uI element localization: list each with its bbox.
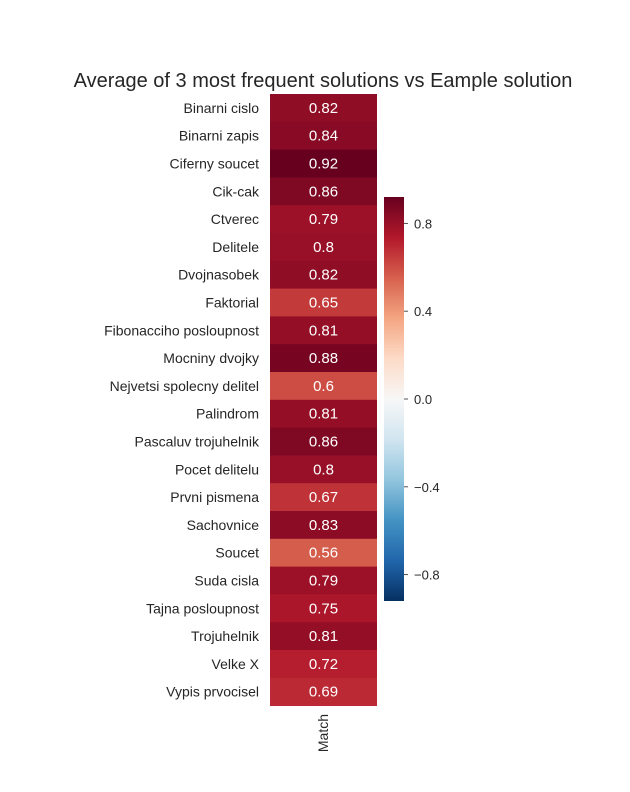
row-label: Delitele	[212, 239, 259, 255]
row-label: Suda cisla	[194, 573, 259, 589]
row-label: Nejvetsi spolecny delitel	[110, 378, 259, 394]
colorbar-tick-label: 0.4	[414, 304, 432, 319]
heatmap-cell	[270, 149, 377, 178]
cell-value-label: 0.81	[309, 406, 338, 423]
chart-title: Average of 3 most frequent solutions vs …	[74, 70, 573, 92]
cell-value-label: 0.81	[309, 628, 338, 645]
heatmap-cell	[270, 260, 377, 289]
cell-value-label: 0.92	[309, 156, 338, 173]
heatmap-cell	[270, 177, 377, 206]
heatmap-cell	[270, 538, 377, 567]
row-label: Trojuhelnik	[191, 628, 260, 644]
heatmap-cell	[270, 372, 377, 401]
colorbar-tick-label: 0.8	[414, 216, 432, 231]
colorbar-tick-label: −0.4	[414, 480, 440, 495]
heatmap-cell	[270, 622, 377, 651]
row-label: Ciferny soucet	[170, 156, 260, 172]
cell-value-label: 0.86	[309, 434, 338, 451]
row-label: Cik-cak	[212, 183, 260, 199]
heatmap-cell	[270, 94, 377, 123]
heatmap-cell	[270, 483, 377, 512]
colorbar-tick-label: −0.8	[414, 568, 440, 583]
cell-value-label: 0.72	[309, 656, 338, 673]
row-labels: Binarni cislo Binarni zapis Ciferny soucet…	[104, 100, 260, 700]
heatmap-cell	[270, 233, 377, 262]
cell-value-label: 0.69	[309, 684, 338, 701]
x-tick-label-match: Match	[315, 714, 331, 752]
row-label: Dvojnasobek	[178, 267, 260, 283]
row-label: Faktorial	[205, 295, 259, 311]
row-label: Pascaluv trojuhelnik	[134, 434, 260, 450]
heatmap-cell	[270, 677, 377, 706]
cell-value-label: 0.75	[309, 600, 338, 617]
row-label: Pocet delitelu	[175, 461, 259, 477]
heatmap-cell	[270, 566, 377, 595]
row-label: Binarni zapis	[179, 128, 259, 144]
cell-value-label: 0.79	[309, 211, 338, 228]
heatmap-cell	[270, 344, 377, 373]
row-label: Vypis prvocisel	[166, 684, 259, 700]
heatmap-cell	[270, 427, 377, 456]
colorbar-ticks: 0.8 0.4 0.0 −0.4 −0.8	[404, 216, 440, 583]
cell-value-label: 0.88	[309, 350, 338, 367]
row-label: Palindrom	[196, 406, 259, 422]
row-label: Soucet	[215, 545, 259, 561]
heatmap-cell	[270, 316, 377, 345]
cell-value-label: 0.81	[309, 322, 338, 339]
heatmap-cell	[270, 650, 377, 679]
cell-value-label: 0.56	[309, 545, 338, 562]
heatmap-cell	[270, 455, 377, 484]
colorbar	[384, 197, 404, 601]
cell-value-label: 0.6	[313, 378, 334, 395]
row-label: Fibonacciho posloupnost	[104, 322, 259, 338]
row-label: Binarni cislo	[184, 100, 260, 116]
cell-value-label: 0.8	[313, 239, 334, 256]
heatmap-cell	[270, 121, 377, 150]
cell-value-label: 0.79	[309, 573, 338, 590]
heatmap-cell	[270, 511, 377, 540]
heatmap-cell	[270, 205, 377, 234]
cell-value-label: 0.84	[309, 128, 338, 145]
row-label: Ctverec	[211, 211, 259, 227]
heatmap-cell	[270, 594, 377, 623]
heatmap-cell	[270, 399, 377, 428]
colorbar-tick-label: 0.0	[414, 392, 432, 407]
row-label: Sachovnice	[187, 517, 260, 533]
cell-value-label: 0.86	[309, 183, 338, 200]
cell-value-label: 0.82	[309, 267, 338, 284]
heatmap-cell	[270, 288, 377, 317]
cell-value-label: 0.83	[309, 517, 338, 534]
row-label: Velke X	[212, 656, 260, 672]
row-label: Mocniny dvojky	[163, 350, 259, 366]
cell-value-label: 0.8	[313, 461, 334, 478]
cell-value-label: 0.67	[309, 489, 338, 506]
heatmap-cells: 0.82 0.84 0.92 0.86 0.79 0.8 0.82 0.65 0.81 0.88 0…	[270, 94, 377, 706]
row-label: Tajna posloupnost	[146, 600, 259, 616]
colorbar-gradient	[384, 197, 404, 601]
cell-value-label: 0.65	[309, 295, 338, 312]
row-label: Prvni pismena	[170, 489, 259, 505]
cell-value-label: 0.82	[309, 100, 338, 117]
